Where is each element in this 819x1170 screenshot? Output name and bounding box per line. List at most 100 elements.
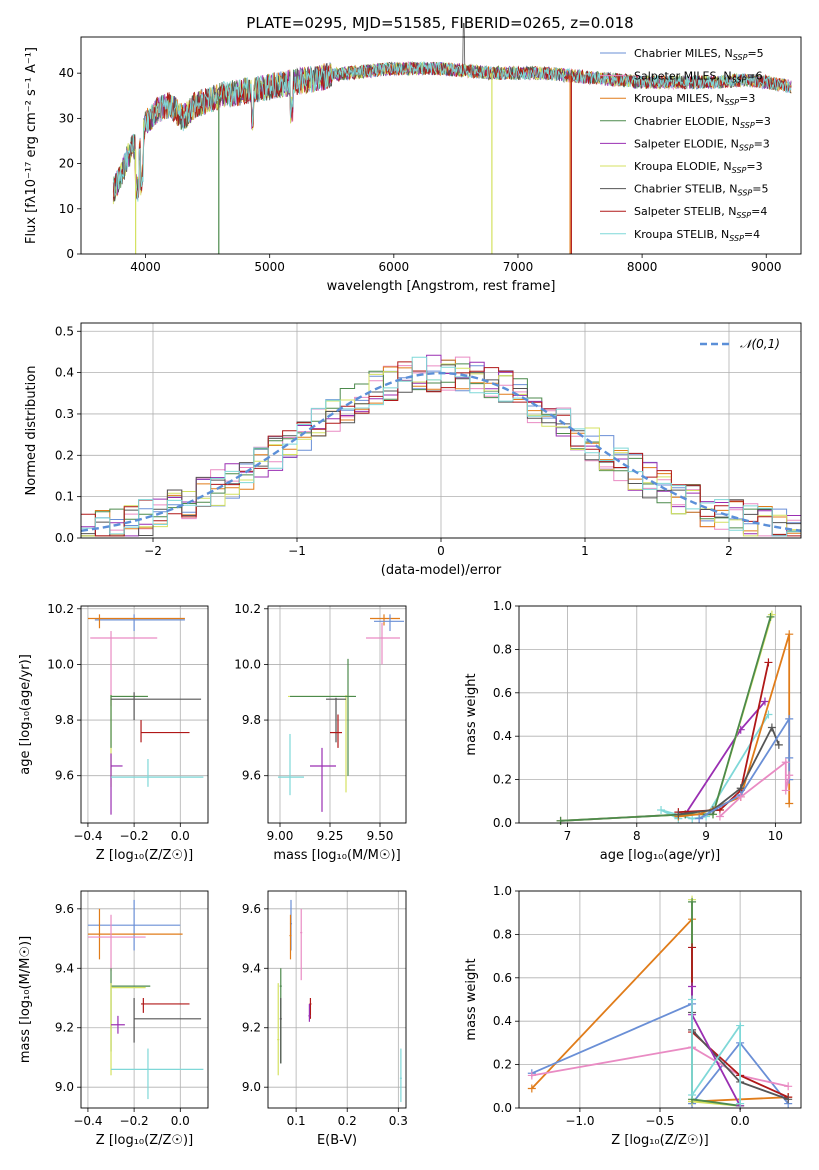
weight-marker [774, 740, 783, 749]
axes-frame [80, 890, 209, 1109]
x-tick-label: 0.0 [171, 1114, 190, 1128]
x-tick-label: −1 [288, 544, 306, 558]
weight-marker [688, 1090, 697, 1099]
errorbar-point [399, 1048, 402, 1103]
legend-entry: Chabrier STELIB, NSSP=5 [634, 183, 768, 198]
errorbar-point [111, 759, 204, 787]
weight-marker [767, 610, 776, 619]
legend-entry: Salpeter MILES, NSSP=6 [634, 70, 763, 85]
x-tick-label: 7000 [503, 260, 534, 274]
y-tick-label: 9.0 [55, 1080, 74, 1094]
weight-marker [784, 1095, 793, 1104]
y-tick-label: 0.2 [55, 448, 74, 462]
weight-marker [784, 1082, 793, 1091]
y-tick-label: 10.2 [47, 602, 74, 616]
weight-marker [688, 897, 697, 906]
x-axis-label: Z [log₁₀(Z/Z☉)] [611, 1133, 708, 1148]
plot-area [278, 614, 404, 812]
x-tick-label: 0.3 [389, 1114, 408, 1128]
errorbar-point [288, 695, 354, 793]
errorbar-point [141, 998, 190, 1013]
errorbar-point [326, 697, 346, 743]
legend-entry: Kroupa ELODIE, NSSP=3 [634, 160, 763, 175]
plot-area [112, 23, 792, 254]
errorbar-point [111, 692, 202, 721]
y-tick-label: 9.8 [242, 713, 261, 727]
y-tick-label: 0.1 [55, 490, 74, 504]
y-axis-label: Normed distribution [24, 366, 39, 496]
x-tick-label: 6000 [379, 260, 410, 274]
y-tick-label: 20 [59, 157, 74, 171]
weight-marker [781, 758, 790, 767]
y-tick-label: 0.4 [493, 1014, 512, 1028]
chart-mass-vs-ebv: 0.1 0.2 0.3 9.0 9.2 9.4 9.6 E(B-V) [242, 890, 408, 1148]
errorbar-point [310, 747, 336, 812]
x-axis-label: E(B-V) [317, 1133, 357, 1148]
y-tick-label: 9.6 [55, 902, 74, 916]
legend-entry: Chabrier MILES, NSSP=5 [634, 47, 764, 62]
weight-marker [674, 810, 683, 819]
x-axis-label: mass [log₁₀(M/M☉)] [273, 848, 400, 863]
y-tick-label: 9.8 [55, 713, 74, 727]
x-tick-label: 9.50 [367, 829, 394, 843]
chart-age-vs-Z: −0.4 −0.2 0.0 9.6 9.8 10.0 10.2 Z [log₁₀(Z/Z☉)]… [18, 602, 209, 863]
x-tick-label: 9.00 [267, 829, 294, 843]
legend-entry: Salpeter STELIB, NSSP=4 [634, 205, 767, 220]
weight-marker [527, 1071, 536, 1080]
y-tick-label: 9.4 [55, 961, 74, 975]
errorbar-point [140, 720, 190, 743]
y-axis-label: mass [log₁₀(M/M☉)] [18, 936, 33, 1063]
y-tick-label: 9.2 [55, 1021, 74, 1035]
axes-frame [80, 605, 209, 824]
errorbar-point [290, 658, 356, 776]
x-tick-label: 0.1 [287, 1114, 306, 1128]
x-axis-label: Z [log₁₀(Z/Z☉)] [96, 848, 193, 863]
x-tick-label: 0.0 [171, 829, 190, 843]
weight-marker [688, 995, 697, 1004]
x-tick-label: 4000 [130, 260, 161, 274]
y-tick-label: 0.4 [55, 366, 74, 380]
weight-marker [657, 805, 666, 814]
x-axis-label: wavelength [Angstrom, rest frame] [327, 279, 556, 294]
y-tick-label: 9.6 [242, 902, 261, 916]
weight-marker [785, 630, 794, 639]
histogram-kroupa-elodie [81, 363, 801, 537]
errorbar-point [370, 614, 400, 626]
y-tick-label: 0.2 [493, 1058, 512, 1072]
legend-entry: Chabrier ELODIE, NSSP=3 [634, 115, 771, 130]
weight-marker [766, 612, 775, 621]
y-tick-label: 9.0 [242, 1080, 261, 1094]
weight-marker [695, 814, 704, 823]
x-tick-label: 2 [725, 544, 733, 558]
spectrum-line-kroupa-stelib [112, 60, 792, 202]
axes-frame [267, 605, 407, 824]
x-tick-label: −2 [144, 544, 162, 558]
chart-residuals: −2 −1 0 1 2 0.0 0.1 0.2 0.3 0.4 0.5 (data-model)/er… [24, 322, 802, 578]
weight-marker [764, 658, 773, 667]
y-tick-label: 0.4 [493, 729, 512, 743]
y-tick-label: 0.3 [55, 407, 74, 421]
weight-marker [760, 697, 769, 706]
y-tick-label: 0.8 [493, 642, 512, 656]
x-axis-label: age [log₁₀(age/yr)] [600, 848, 721, 863]
x-tick-label: −1.0 [565, 1114, 594, 1128]
legend-entry: Kroupa MILES, NSSP=3 [634, 92, 755, 107]
y-axis-label: age [log₁₀(age/yr)] [18, 654, 33, 775]
errorbar-point [133, 998, 202, 1043]
weight-line-salpeter-miles [719, 760, 791, 818]
chart-weight-vs-Z: −1.0 −0.5 0.0 0.0 0.2 0.4 0.6 0.8 1.0 Z [log₁₀(Z/… [464, 884, 802, 1148]
chart-spectrum: 4000 5000 6000 7000 8000 9000 0 10 20 30 40 wavelen… [24, 23, 802, 294]
charts-group: 4000 5000 6000 7000 8000 9000010203040wavelen… [18, 23, 802, 1148]
x-tick-label: 8000 [627, 260, 658, 274]
y-axis-label: mass weight [464, 673, 479, 755]
x-tick-label: 7 [564, 829, 572, 843]
x-tick-label: −0.4 [73, 1114, 102, 1128]
plot-area [87, 899, 204, 1100]
y-tick-label: 0.0 [493, 816, 512, 830]
y-tick-label: 0 [66, 247, 74, 261]
errorbar-point [111, 1048, 204, 1100]
x-tick-label: 9000 [751, 260, 782, 274]
x-tick-label: 9.25 [317, 829, 344, 843]
legend-entry: Kroupa STELIB, NSSP=4 [634, 228, 760, 243]
y-tick-label: 0.5 [55, 324, 74, 338]
